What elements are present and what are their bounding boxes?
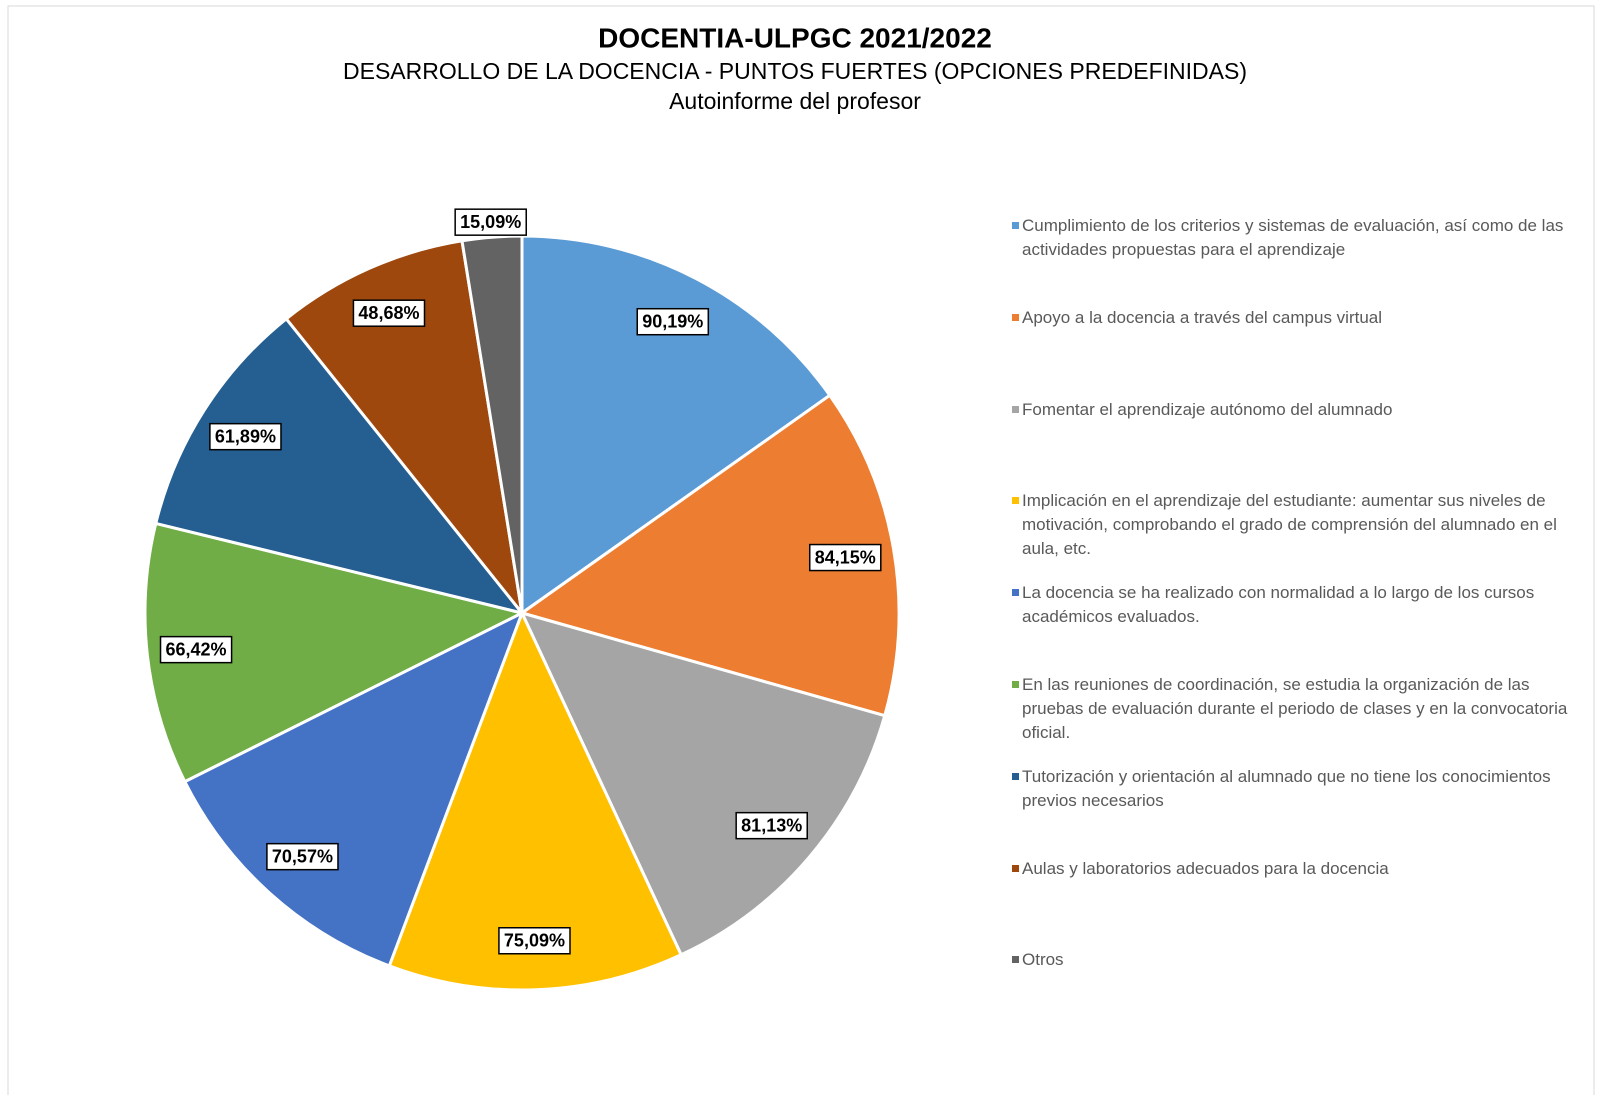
legend-swatch (1012, 589, 1019, 597)
data-label: 84,15% (815, 547, 876, 567)
legend-label: Apoyo a la docencia a través del campus … (1022, 307, 1383, 327)
pie-slice (518, 393, 901, 718)
pie-slice (143, 521, 527, 784)
data-label-box (159, 635, 233, 664)
chart-title: DOCENTIA-ULPGC 2021/2022 (598, 22, 992, 53)
data-label-box (209, 422, 282, 451)
legend-swatch (1012, 222, 1019, 229)
legend-label: Implicación en el aprendizaje del estudi… (1022, 491, 1557, 559)
data-label: 81,13% (741, 815, 802, 835)
data-label-box (735, 811, 808, 840)
legend-item: Implicación en el aprendizaje del estudi… (1012, 489, 1592, 561)
legend-label: Otros (1022, 950, 1064, 970)
legend-label: La docencia se ha realizado con normalid… (1022, 583, 1535, 627)
legend-swatch (1012, 313, 1019, 321)
data-label-box (454, 208, 527, 236)
legend-swatch (1012, 772, 1019, 780)
legend-item: Otros (1012, 948, 1592, 972)
data-label: 75,09% (504, 931, 565, 951)
legend-label: Cumplimiento de los criterios y sistemas… (1022, 216, 1564, 259)
data-label-box (266, 842, 339, 871)
pie-slice (520, 234, 832, 616)
legend-swatch (1012, 864, 1019, 872)
legend-item: Fomentar el aprendizaje autónomo del alu… (1012, 398, 1592, 422)
pie-slice (519, 610, 887, 957)
pie-slice (284, 239, 525, 619)
data-label: 70,57% (272, 846, 333, 866)
legend-label: En las reuniones de coordinación, se est… (1022, 675, 1568, 742)
chart-border (7, 5, 1595, 1095)
legend-label: Fomentar el aprendizaje autónomo del alu… (1022, 399, 1393, 419)
data-label-box (352, 299, 426, 327)
chart-subtitle: Autoinforme del profesor (669, 88, 921, 114)
data-label-box (498, 927, 571, 955)
legend-swatch (1012, 956, 1019, 964)
data-label: 90,19% (642, 311, 703, 331)
data-label: 48,68% (358, 303, 419, 323)
legend-item: La docencia se ha realizado con normalid… (1012, 581, 1592, 629)
pie-slice (387, 609, 684, 992)
legend-label: Tutorización y orientación al alumnado q… (1022, 766, 1551, 810)
legend-label: Aulas y laboratorios adecuados para la d… (1022, 858, 1389, 878)
chart-subtitle: DESARROLLO DE LA DOCENCIA - PUNTOS FUERT… (343, 58, 1247, 84)
legend-item: Cumplimiento de los criterios y sistemas… (1012, 214, 1592, 262)
legend-swatch (1012, 681, 1019, 688)
data-label: 15,09% (460, 212, 521, 232)
data-label: 61,89% (215, 426, 276, 446)
data-label-box (636, 307, 710, 336)
pie-slice (153, 316, 526, 616)
legend-swatch (1012, 497, 1019, 505)
legend-item: Aulas y laboratorios adecuados para la d… (1012, 857, 1592, 881)
legend-item: Apoyo a la docencia a través del campus … (1012, 306, 1592, 330)
pie-slice (460, 234, 524, 614)
data-label-box (808, 543, 882, 572)
legend-swatch (1012, 405, 1019, 413)
legend-item: En las reuniones de coordinación, se est… (1012, 673, 1592, 745)
data-label: 66,42% (166, 639, 227, 659)
legend-item: Tutorización y orientación al alumnado q… (1012, 765, 1592, 813)
pie-slice (182, 609, 525, 968)
